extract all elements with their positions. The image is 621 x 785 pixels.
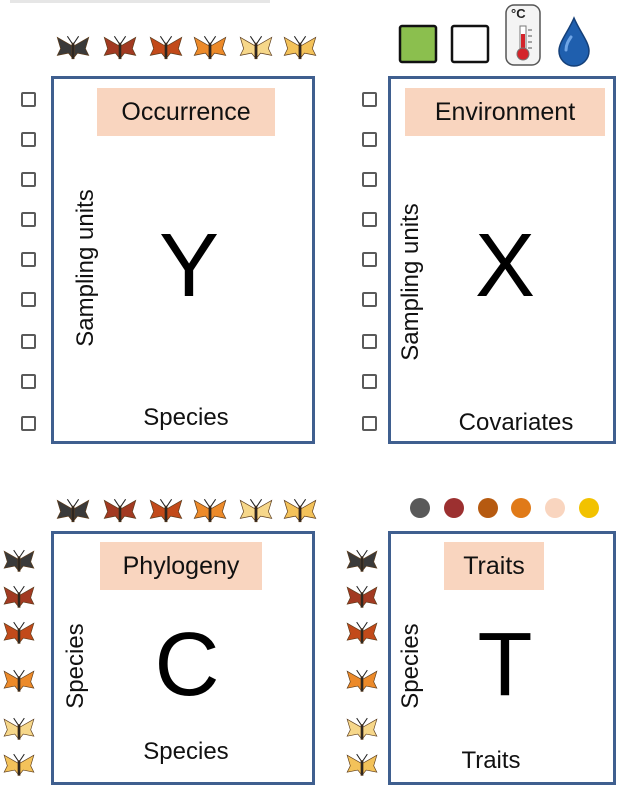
traits-matrix-letter: T xyxy=(477,615,533,715)
sampling-unit-square xyxy=(362,416,377,431)
moth-icon xyxy=(239,498,273,523)
trait-dot xyxy=(511,498,531,518)
moth-icon xyxy=(193,35,227,60)
trait-dot xyxy=(579,498,599,518)
sampling-unit-square xyxy=(21,292,36,307)
moth-icon xyxy=(346,717,378,740)
moth-icon xyxy=(103,35,137,60)
environment-column-label: Covariates xyxy=(458,409,574,436)
phylogeny-title: Phylogeny xyxy=(100,542,262,590)
sampling-unit-square xyxy=(21,212,36,227)
moth-icon xyxy=(3,669,35,692)
sampling-unit-square xyxy=(21,92,36,107)
moth-icon xyxy=(3,585,35,608)
phylogeny-column-label: Species xyxy=(143,738,229,765)
environment-row-label: Sampling units xyxy=(397,203,424,361)
sampling-unit-square xyxy=(21,334,36,349)
sampling-unit-square xyxy=(362,252,377,267)
sampling-unit-square xyxy=(21,416,36,431)
phylogeny-row-label: Species xyxy=(62,623,89,709)
thermometer-unit: °C xyxy=(511,6,526,21)
top-edge-line xyxy=(10,0,270,3)
traits-row-label: Species xyxy=(397,623,424,709)
moth-icon xyxy=(103,498,137,523)
moth-icon xyxy=(56,498,90,523)
traits-column-label: Traits xyxy=(461,747,521,774)
trait-dot xyxy=(444,498,464,518)
traits-panel: Traits T Traits xyxy=(388,531,616,785)
trait-dot xyxy=(410,498,430,518)
moth-icon xyxy=(149,35,183,60)
water-drop-icon xyxy=(556,16,592,73)
moth-icon xyxy=(346,549,378,572)
traits-title: Traits xyxy=(444,542,544,590)
sampling-unit-square xyxy=(21,172,36,187)
sampling-unit-square xyxy=(362,92,377,107)
moth-icon xyxy=(3,717,35,740)
sampling-unit-square xyxy=(362,292,377,307)
moth-icon xyxy=(346,753,378,776)
environment-title: Environment xyxy=(405,88,605,136)
occurrence-column-label: Species xyxy=(143,404,229,431)
moth-icon xyxy=(56,35,90,60)
moth-icon xyxy=(193,498,227,523)
sampling-unit-square xyxy=(362,212,377,227)
sampling-unit-square xyxy=(21,374,36,389)
environment-panel: Environment X Covariates xyxy=(388,76,616,444)
moth-icon xyxy=(149,498,183,523)
occurrence-panel: Occurrence Y Species xyxy=(51,76,315,444)
moth-icon xyxy=(3,549,35,572)
phylogeny-panel: Phylogeny C Species xyxy=(51,531,315,785)
green-square-icon xyxy=(398,24,438,69)
sampling-unit-square xyxy=(362,374,377,389)
moth-icon xyxy=(283,35,317,60)
sampling-unit-square xyxy=(362,132,377,147)
environment-matrix-letter: X xyxy=(474,216,536,316)
moth-icon xyxy=(239,35,273,60)
white-square-icon xyxy=(450,24,490,69)
sampling-unit-square xyxy=(362,172,377,187)
thermometer-icon: °C xyxy=(505,4,541,66)
phylogeny-matrix-letter: C xyxy=(154,615,220,715)
trait-dot xyxy=(478,498,498,518)
sampling-unit-square xyxy=(21,252,36,267)
moth-icon xyxy=(3,621,35,644)
trait-dot xyxy=(545,498,565,518)
sampling-unit-square xyxy=(21,132,36,147)
moth-icon xyxy=(3,753,35,776)
moth-icon xyxy=(346,669,378,692)
occurrence-matrix-letter: Y xyxy=(158,216,220,316)
moth-icon xyxy=(346,585,378,608)
moth-icon xyxy=(346,621,378,644)
moth-icon xyxy=(283,498,317,523)
sampling-unit-square xyxy=(362,334,377,349)
occurrence-title: Occurrence xyxy=(97,88,275,136)
occurrence-row-label: Sampling units xyxy=(72,189,99,347)
